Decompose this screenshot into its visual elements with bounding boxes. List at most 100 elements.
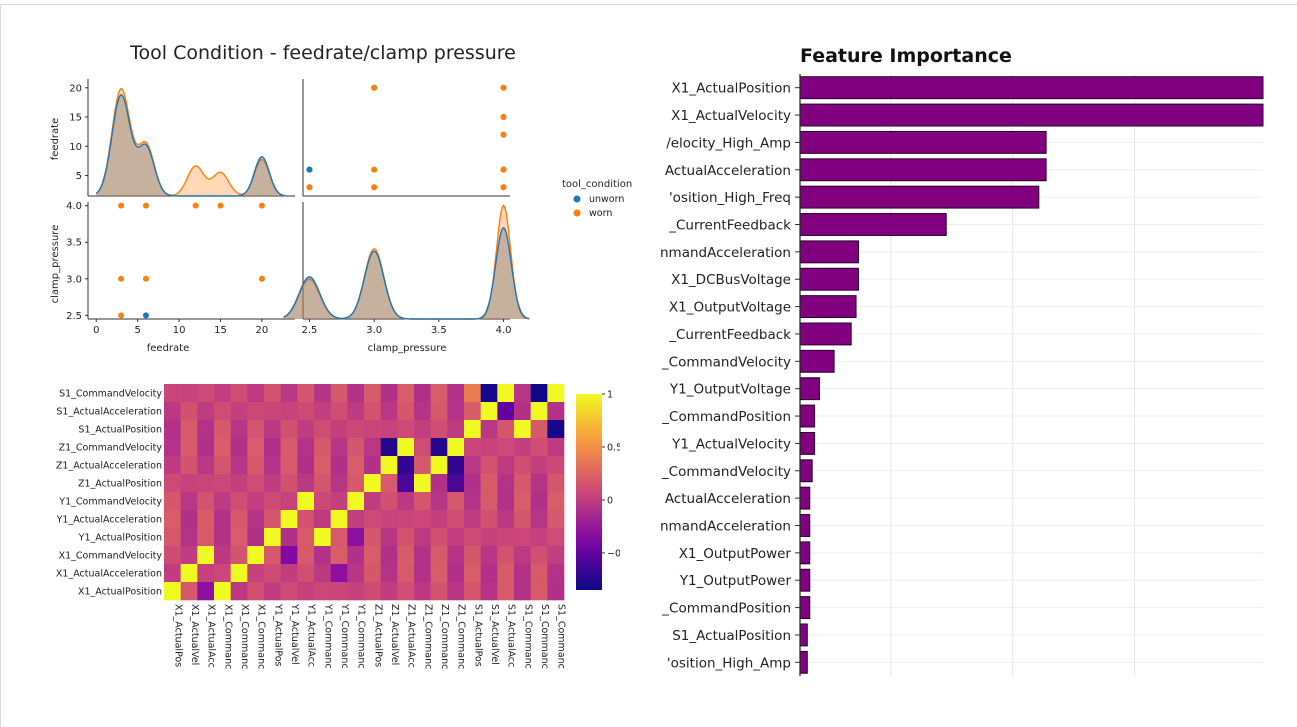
heatmap-cell	[330, 420, 348, 439]
heatmap-cell	[464, 492, 481, 511]
heatmap-cell	[514, 402, 531, 421]
heatmap-cell	[497, 546, 515, 565]
x-label-feedrate: feedrate	[147, 343, 190, 354]
heatmap-cell	[480, 438, 498, 457]
heatmap-cell	[397, 456, 415, 475]
heatmap-cell	[330, 546, 348, 565]
heatmap-cell	[280, 564, 298, 583]
heatmap-cell	[197, 546, 215, 565]
heatmap-cell	[164, 384, 181, 403]
heatmap-cell	[547, 456, 565, 475]
heatmap-cell	[514, 510, 531, 529]
importance-bar	[799, 240, 859, 264]
feedrate-ytick-label: 15	[69, 113, 82, 124]
heatmap-cell	[530, 402, 548, 421]
heatmap-cell	[247, 528, 265, 547]
heatmap-cell	[380, 564, 398, 583]
heatmap-col-label: X1_ActualPos	[172, 604, 183, 667]
heatmap-cell	[480, 474, 498, 493]
heatmap-row-label: X1_ActualPosition	[78, 587, 162, 598]
importance-category-label: /elocity_High_Amp	[666, 135, 791, 151]
heatmap-cell	[430, 456, 448, 475]
heatmap-panel: S1_CommandVelocity S1_ActualAcceleration S…	[30, 380, 630, 680]
heatmap-cell	[497, 384, 515, 403]
heatmap-cell	[530, 492, 548, 511]
heatmap-cell	[280, 384, 298, 403]
heatmap-cell	[330, 564, 348, 583]
heatmap-cell	[430, 510, 448, 529]
heatmap-cell	[330, 438, 348, 457]
importance-category-label: ActualAcceleration	[665, 491, 791, 507]
heatmap-cell	[180, 528, 198, 547]
clamp-xtick-label: 3.5	[431, 325, 447, 336]
heatmap-cell	[280, 492, 298, 511]
heatmap-cell	[197, 456, 215, 475]
heatmap-cell	[380, 582, 398, 601]
legend-label-unworn: unworn	[589, 194, 624, 205]
importance-labels: X1_ActualPosition X1_ActualVelocity/eloci…	[660, 81, 791, 672]
importance-category-label: 'osition_High_Amp	[667, 655, 791, 671]
importance-bar	[799, 349, 835, 373]
heatmap-cell	[397, 492, 415, 511]
heatmap-cell	[464, 456, 481, 475]
heatmap-cell	[497, 492, 515, 511]
pairplot-panel: Tool Condition - feedrate/clamp pressure…	[40, 36, 650, 366]
heatmap-cell	[314, 420, 331, 439]
heatmap-cell	[514, 492, 531, 511]
heatmap-col-label: S1_ActualPos	[472, 604, 483, 667]
heatmap-col-label: S1_Commanc	[539, 604, 550, 669]
scatter-point-worn	[500, 131, 507, 138]
heatmap-cell	[347, 582, 365, 601]
heatmap-cell	[197, 402, 215, 421]
heatmap-cell	[414, 474, 431, 493]
importance-bar	[799, 514, 811, 537]
kde-feedrate-unworn-area	[96, 94, 287, 196]
heatmap-cell	[280, 528, 298, 547]
heatmap-cell	[230, 582, 248, 601]
heatmap-cell	[397, 546, 415, 565]
heatmap-cell	[430, 546, 448, 565]
heatmap-cell	[180, 420, 198, 439]
heatmap-cell	[214, 582, 231, 601]
feedrate-ytick-label: 5	[76, 171, 82, 182]
heatmap-cell	[330, 384, 348, 403]
heatmap-cell	[347, 474, 365, 493]
heatmap-cell	[297, 456, 315, 475]
heatmap-cell	[280, 474, 298, 493]
heatmap-row-label: S1_CommandVelocity	[59, 389, 162, 400]
heatmap-cell	[197, 582, 215, 601]
heatmap-row-label: Y1_ActualAcceleration	[56, 515, 162, 526]
heatmap-cell	[364, 492, 381, 511]
heatmap-cell	[347, 546, 365, 565]
heatmap-cell	[547, 420, 565, 439]
heatmap-cell	[480, 528, 498, 547]
heatmap-cell	[430, 438, 448, 457]
importance-category-label: _CommandVelocity	[661, 464, 791, 480]
heatmap-col-label: Y1_ActualPos	[272, 603, 283, 667]
importance-bar	[799, 568, 811, 592]
heatmap-cell	[164, 528, 181, 547]
heatmap-cell	[530, 456, 548, 475]
heatmap-cell	[264, 456, 281, 475]
heatmap-cell	[497, 510, 515, 529]
scatter-point-worn	[258, 275, 265, 282]
heatmap-cell	[480, 582, 498, 601]
heatmap-cell	[447, 582, 465, 601]
heatmap-cell	[164, 420, 181, 439]
scatter-point-worn	[500, 114, 507, 121]
heatmap-col-label: X1_ActualAcc	[206, 604, 217, 668]
clamp-xtick-label: 4.0	[496, 325, 512, 336]
heatmap-cell	[247, 582, 265, 601]
heatmap-cell	[464, 510, 481, 529]
y-label-clamp-pressure: clamp_pressure	[50, 225, 61, 304]
importance-bar	[799, 541, 811, 565]
importance-bar	[799, 103, 1264, 127]
heatmap-cell	[280, 582, 298, 601]
heatmap-cell	[180, 582, 198, 601]
heatmap-cell	[214, 456, 231, 475]
heatmap-col-label: Z1_ActualAcc	[406, 604, 417, 668]
importance-bar	[799, 377, 820, 401]
kde-clamp-worn-area	[283, 205, 530, 319]
scatter-point-unworn	[142, 312, 149, 319]
heatmap-cell	[347, 492, 365, 511]
